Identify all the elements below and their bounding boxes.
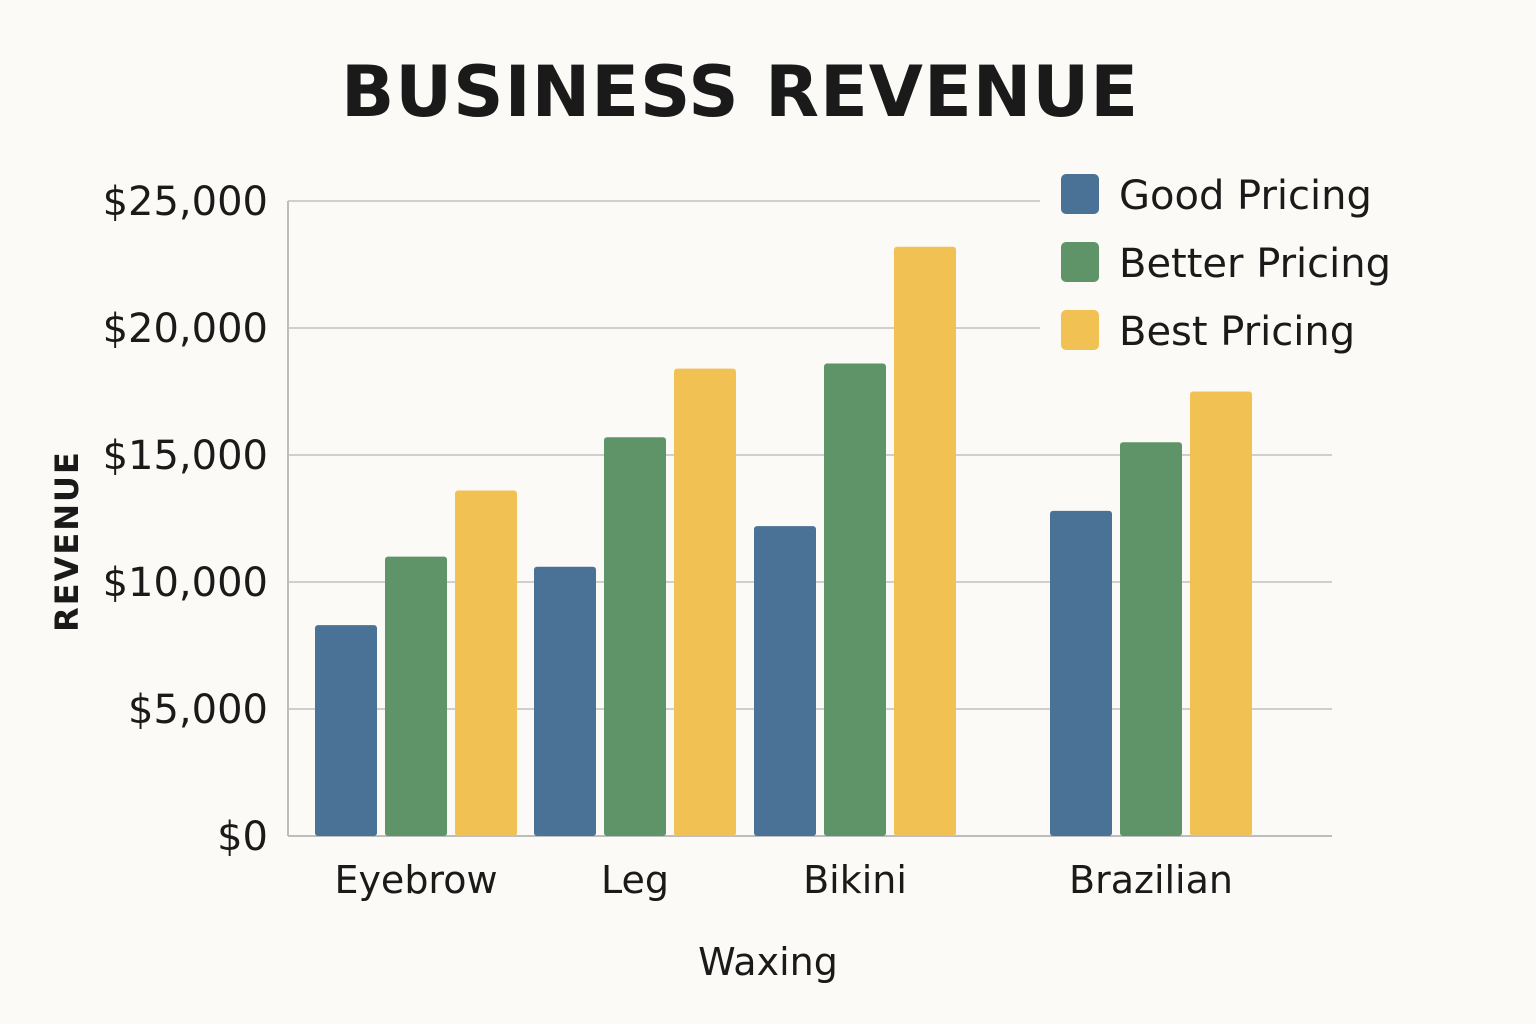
y-tick-label: $15,000 — [103, 433, 268, 479]
x-tick-labels: Eyebrow Leg Bikini Brazilian — [334, 858, 1233, 902]
y-tick-label: $5,000 — [128, 687, 268, 733]
y-tick-label: $20,000 — [103, 306, 268, 352]
chart-title: BUSINESS REVENUE — [341, 51, 1139, 133]
x-tick-label: Brazilian — [1069, 858, 1233, 902]
bar-bikini-best-pricing — [894, 246, 956, 837]
legend-label: Better Pricing — [1119, 241, 1391, 287]
bar-bikini-better-pricing — [824, 363, 886, 836]
y-tick-label: $10,000 — [103, 560, 268, 606]
bar-brazilian-better-pricing — [1120, 442, 1182, 836]
x-tick-label: Leg — [601, 858, 669, 902]
y-tick-labels: $0 $5,000 $10,000 $15,000 $20,000 $25,000 — [103, 179, 268, 860]
bar-eyebrow-best-pricing — [455, 490, 517, 836]
legend: Good Pricing Better Pricing Best Pricing — [1040, 165, 1420, 365]
bar-eyebrow-better-pricing — [385, 556, 447, 836]
legend-swatch — [1061, 174, 1099, 214]
y-axis-title: REVENUE — [48, 450, 86, 632]
legend-background — [1040, 165, 1420, 365]
bar-bikini-good-pricing — [754, 526, 816, 836]
legend-swatch — [1061, 310, 1099, 350]
y-tick-label: $25,000 — [103, 179, 268, 225]
x-tick-label: Bikini — [803, 858, 907, 902]
legend-label: Best Pricing — [1119, 309, 1355, 355]
y-tick-label: $0 — [217, 814, 268, 860]
bar-eyebrow-good-pricing — [315, 625, 377, 836]
bar-leg-best-pricing — [674, 368, 736, 836]
legend-label: Good Pricing — [1119, 173, 1372, 219]
x-tick-label: Eyebrow — [334, 858, 497, 902]
bar-leg-good-pricing — [534, 566, 596, 836]
bars — [315, 246, 1252, 837]
legend-swatch — [1061, 242, 1099, 282]
bar-brazilian-best-pricing — [1190, 391, 1252, 836]
bar-leg-better-pricing — [604, 437, 666, 836]
x-axis-title: Waxing — [698, 940, 838, 984]
bar-brazilian-good-pricing — [1050, 510, 1112, 836]
